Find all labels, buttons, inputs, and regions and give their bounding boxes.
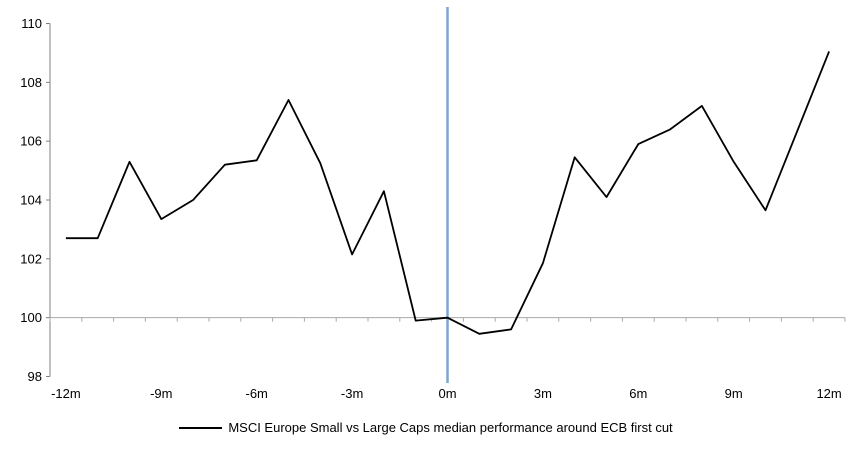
y-tick-label: 98 bbox=[28, 369, 42, 384]
x-tick-label: -12m bbox=[51, 386, 81, 401]
x-tick-label: 12m bbox=[816, 386, 841, 401]
x-tick-label: -3m bbox=[341, 386, 363, 401]
y-tick-label: 102 bbox=[20, 251, 42, 266]
legend-line-swatch bbox=[179, 426, 223, 429]
x-tick-label: 9m bbox=[725, 386, 743, 401]
axis-labels: 98 100 102 104 106 108 110 -12m -9m -6m -3m 0m 3m 6m 9… bbox=[20, 16, 841, 401]
legend-label: MSCI Europe Small vs Large Caps median p… bbox=[228, 420, 673, 435]
x-tick-label: -9m bbox=[150, 386, 172, 401]
y-tick-label: 108 bbox=[20, 75, 42, 90]
y-tick-label: 110 bbox=[21, 16, 42, 31]
x-tick-label: 3m bbox=[534, 386, 552, 401]
x-tick-label: 6m bbox=[629, 386, 647, 401]
y-axis bbox=[46, 23, 51, 377]
y-tick-label: 104 bbox=[20, 193, 42, 208]
x-tick-label: 0m bbox=[438, 386, 456, 401]
y-tick-label: 106 bbox=[20, 134, 42, 149]
y-tick-label: 100 bbox=[20, 310, 42, 325]
legend: MSCI Europe Small vs Large Caps median p… bbox=[0, 420, 852, 435]
x-tick-label: -6m bbox=[246, 386, 268, 401]
series-polyline bbox=[65, 51, 830, 335]
series bbox=[65, 51, 830, 335]
